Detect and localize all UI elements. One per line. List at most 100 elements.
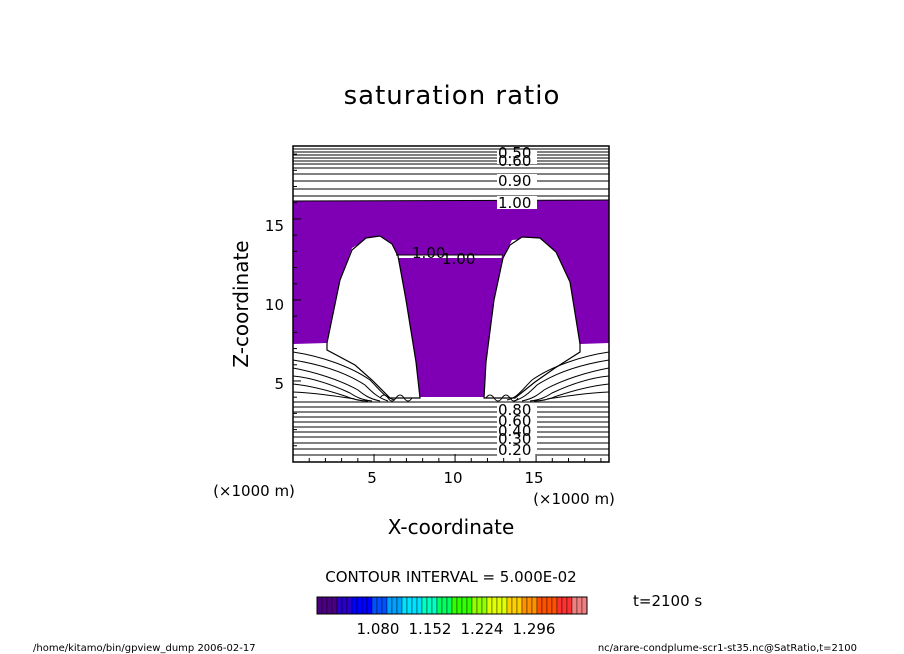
contour-label: 1.00 [412,244,445,262]
chart-title: saturation ratio [344,81,561,111]
footer-right: nc/arare-condplume-scr1-st35.nc@SatRatio… [598,643,857,654]
side-contours [292,254,610,402]
y-tick-label: 5 [274,375,284,393]
x-tick-label: 10 [443,469,462,487]
contour-label: 1.00 [442,250,475,268]
colorbar-cell [526,596,533,615]
colorbar-cell [451,596,458,615]
colorbar-cell [511,596,518,615]
contour-label: 0.50 [498,144,531,162]
x-axis: 5 10 15 (×1000 m) X-coordinate [308,454,615,539]
y-units-label: (×1000 m) [213,482,295,500]
contour-label: 1.00 [498,194,531,212]
unsaturated-left-plume [326,235,421,399]
colorbar-cell [381,596,388,615]
colorbar-cell [556,596,563,615]
colorbar-tick-label: 1.224 [461,620,504,638]
colorbar-cell [456,596,463,615]
y-axis: 5 10 15 (×1000 m) Z-coordinate [213,153,301,500]
colorbar-cell [356,596,363,615]
colorbar-cell [416,596,423,615]
unsaturated-right-plume [483,236,581,399]
colorbar: 1.080 1.152 1.224 1.296 [316,596,588,638]
colorbar-cell [546,596,553,615]
x-ticks [308,454,602,462]
colorbar-cell [391,596,398,615]
colorbar-cell [441,596,448,615]
colorbar-cell [466,596,473,615]
colorbar-cell [531,596,538,615]
contour-label: 0.60 [498,412,531,430]
colorbar-cell [321,596,328,615]
colorbar-cell [576,596,583,615]
colorbar-cell [486,596,493,615]
colorbar-cell [376,596,383,615]
colorbar-cell [461,596,468,615]
contour-interval: CONTOUR INTERVAL = 5.000E-02 [325,568,576,586]
colorbar-cell [331,596,338,615]
x-axis-label: X-coordinate [388,515,515,539]
colorbar-cell [581,596,588,615]
colorbar-cell [411,596,418,615]
colorbar-cell [336,596,343,615]
colorbar-cell [421,596,428,615]
colorbar-cell [361,596,368,615]
x-tick-label: 5 [367,469,377,487]
colorbar-cell [341,596,348,615]
colorbar-cell [366,596,373,615]
plot-area: 0.50 0.60 0.90 1.00 1.00 1.00 0.80 0.60 … [292,144,610,463]
contour-label: 0.90 [498,172,531,190]
colorbar-cell [541,596,548,615]
colorbar-cell [326,596,333,615]
colorbar-cell [446,596,453,615]
colorbar-cell [316,596,323,615]
x-units-label: (×1000 m) [533,490,615,508]
shaded-core [398,258,502,397]
contour-label: 0.40 [498,422,531,440]
footer-left: /home/kitamo/bin/gpview_dump 2006-02-17 [33,643,256,654]
colorbar-cell [431,596,438,615]
colorbar-frame [316,596,588,615]
y-ticks [293,153,301,447]
contour-labels: 0.50 0.60 0.90 1.00 1.00 1.00 0.80 0.60 … [412,144,537,459]
colorbar-cells [316,596,588,615]
contour-label: 0.20 [498,441,531,459]
colorbar-cell [351,596,358,615]
colorbar-cell [481,596,488,615]
y-tick-label: 10 [265,296,284,314]
lower-contours [293,401,609,456]
colorbar-cell [476,596,483,615]
y-tick-label: 15 [265,217,284,235]
colorbar-cell [346,596,353,615]
colorbar-cell [496,596,503,615]
contour-label: 0.80 [498,401,531,419]
colorbar-cell [426,596,433,615]
colorbar-cell [566,596,573,615]
plot-frame [292,145,610,463]
colorbar-cell [386,596,393,615]
colorbar-tick-label: 1.080 [357,620,400,638]
colorbar-cell [536,596,543,615]
colorbar-cell [471,596,478,615]
colorbar-cell [491,596,498,615]
colorbar-cell [571,596,578,615]
colorbar-tick-label: 1.152 [409,620,452,638]
time-label: t=2100 s [633,592,702,610]
colorbar-tick-label: 1.296 [513,620,556,638]
contour-label: 0.30 [498,430,531,448]
x-tick-label: 15 [524,469,543,487]
colorbar-cell [521,596,528,615]
colorbar-cell [501,596,508,615]
contour-label: 0.60 [498,152,531,170]
colorbar-cell [436,596,443,615]
colorbar-cell [561,596,568,615]
colorbar-cell [396,596,403,615]
colorbar-cell [401,596,408,615]
colorbar-cell [551,596,558,615]
upper-contours [292,148,610,202]
y-axis-label: Z-coordinate [229,240,253,367]
colorbar-cell [516,596,523,615]
shaded-region-supersaturated [293,200,609,397]
colorbar-cell [371,596,378,615]
